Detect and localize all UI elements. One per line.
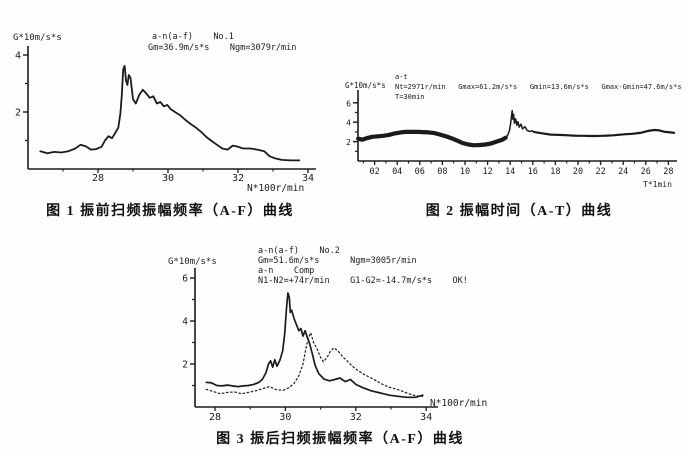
svg-text:6: 6 (346, 99, 351, 108)
figure-3-panel: 2 4 6 28 30 32 34 G*10m/s*s N*100r/min a-n(a-f) N… (160, 240, 520, 426)
svg-text:T*1min: T*1min (643, 180, 672, 189)
svg-text:02: 02 (369, 167, 379, 177)
svg-text:04: 04 (392, 167, 402, 177)
svg-text:26: 26 (641, 167, 651, 177)
svg-text:14: 14 (505, 167, 515, 177)
svg-text:a-n(a-f) No.1: a-n(a-f) No.1 (152, 32, 234, 42)
svg-text:a-t: a-t (395, 73, 408, 81)
svg-text:N*100r/min: N*100r/min (247, 183, 304, 194)
svg-text:34: 34 (420, 412, 432, 423)
svg-text:Nt=2971r/min Gmax=61.2m/s*s: Nt=2971r/min Gmax=61.2m/s*s Gmin=13.6m/s… (395, 83, 682, 91)
svg-text:2: 2 (182, 360, 188, 371)
series-fig2-0 (356, 129, 508, 148)
figure-1-chart: 2 4 28 30 32 34 G*10m/s*s N*100r/min a-n(a-f) No… (13, 32, 316, 194)
svg-text:28: 28 (663, 167, 673, 177)
svg-text:16: 16 (528, 167, 538, 177)
series-fig2-1 (504, 109, 535, 139)
series-fig3-1 (205, 332, 424, 397)
figure-2-panel: 2 4 6 02 04 06 08 10 12 14 16 18 20 22 24 26 28 G*10m/s*s… (344, 60, 688, 198)
svg-text:Gm=36.9m/s*s Ngm=3079r/min: Gm=36.9m/s*s Ngm=3079r/min (148, 43, 296, 53)
series-fig3-0 (205, 292, 424, 399)
svg-text:a-n(a-f) No.2: a-n(a-f) No.2 (258, 246, 340, 256)
svg-text:6: 6 (182, 274, 188, 285)
svg-text:a-n Comp: a-n Comp (258, 266, 314, 276)
svg-text:30: 30 (279, 412, 291, 423)
svg-text:2: 2 (15, 108, 21, 119)
svg-text:G*10m/s*s: G*10m/s*s (168, 257, 217, 267)
svg-text:20: 20 (573, 167, 583, 177)
svg-text:08: 08 (437, 167, 447, 177)
figure-3-caption: 图 3 振后扫频振幅频率（A-F）曲线 (216, 432, 464, 447)
svg-text:28: 28 (209, 412, 221, 423)
svg-text:G*10m/s*s: G*10m/s*s (345, 81, 386, 90)
series-fig2-2 (532, 128, 676, 138)
svg-text:24: 24 (618, 167, 628, 177)
svg-text:06: 06 (415, 167, 425, 177)
svg-text:32: 32 (232, 173, 244, 184)
svg-text:28: 28 (92, 173, 104, 184)
svg-text:2: 2 (346, 138, 351, 147)
svg-text:N*100r/min: N*100r/min (430, 398, 487, 409)
svg-text:22: 22 (595, 167, 605, 177)
svg-text:4: 4 (15, 51, 21, 62)
svg-text:32: 32 (350, 412, 362, 423)
svg-text:4: 4 (182, 317, 188, 328)
figure-2-caption: 图 2 振幅时间（A-T）曲线 (425, 204, 613, 219)
svg-text:10: 10 (460, 167, 470, 177)
series-fig1-0 (39, 64, 301, 162)
figure-1-panel: 2 4 28 30 32 34 G*10m/s*s N*100r/min a-n(a-f) No… (0, 0, 344, 198)
svg-text:34: 34 (302, 173, 314, 184)
svg-text:18: 18 (550, 167, 560, 177)
svg-text:30: 30 (162, 173, 174, 184)
svg-text:Gm=51.6m/s*s Ngm=3005r/mi: Gm=51.6m/s*s Ngm=3005r/min (258, 256, 417, 266)
svg-text:N1-N2=+74r/min G1-G2=-14.7m: N1-N2=+74r/min G1-G2=-14.7m/s*s OK! (258, 276, 468, 286)
svg-text:T=30min: T=30min (395, 93, 425, 101)
svg-text:4: 4 (346, 119, 351, 128)
svg-text:12: 12 (482, 167, 492, 177)
figure-3-chart: 2 4 6 28 30 32 34 G*10m/s*s N*100r/min a-n(a-f) N… (168, 246, 487, 423)
svg-text:G*10m/s*s: G*10m/s*s (13, 33, 62, 43)
figure-1-caption: 图 1 振前扫频振幅频率（A-F）曲线 (46, 204, 294, 219)
